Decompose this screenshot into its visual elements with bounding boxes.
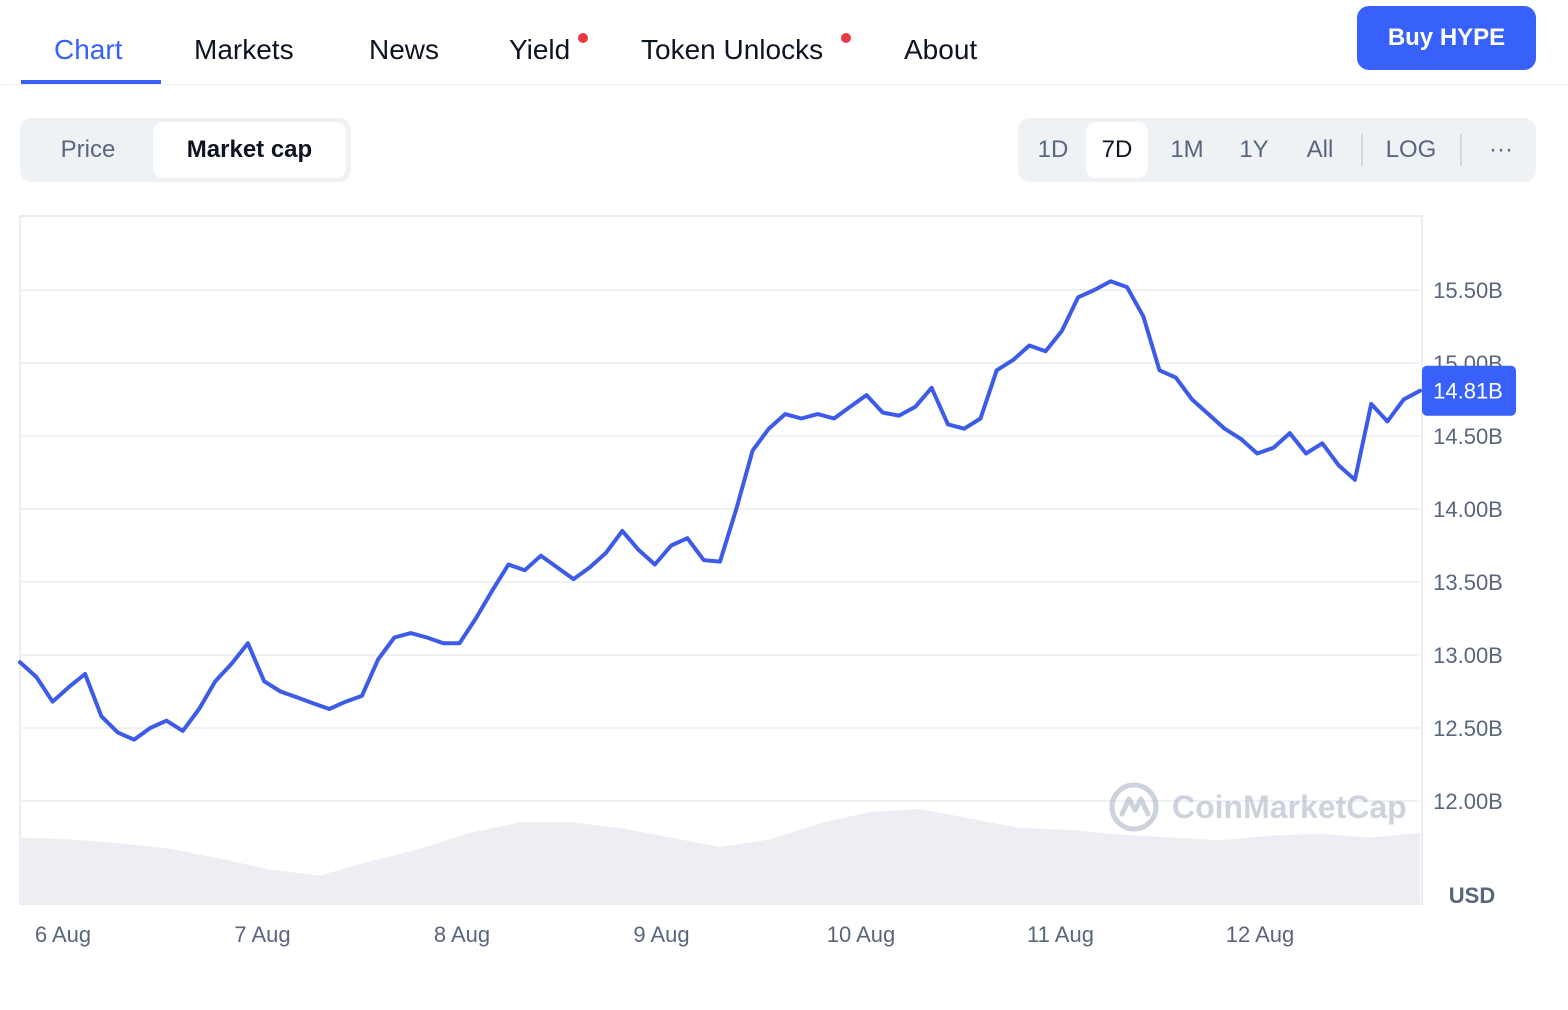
nav-tab-label: Token Unlocks bbox=[641, 34, 824, 65]
x-tick-label: 6 Aug bbox=[35, 922, 91, 947]
current-value-label: 14.81B bbox=[1433, 379, 1503, 404]
current-value-tag: 14.81B bbox=[1422, 365, 1516, 416]
nav-divider bbox=[0, 84, 1568, 85]
nav-tab-label: Yield bbox=[509, 34, 571, 65]
log-scale-label: LOG bbox=[1385, 136, 1437, 163]
more-options-button[interactable]: ··· bbox=[1470, 122, 1532, 178]
x-tick-label: 9 Aug bbox=[633, 922, 689, 947]
x-tick-label: 7 Aug bbox=[234, 922, 290, 947]
range-separator bbox=[1361, 134, 1363, 166]
range-7d[interactable]: 7D bbox=[1086, 122, 1148, 178]
nav-tab-news[interactable]: News bbox=[369, 30, 439, 70]
nav-tab-about[interactable]: About bbox=[904, 30, 977, 70]
x-tick-label: 8 Aug bbox=[434, 922, 490, 947]
log-scale-toggle[interactable]: LOG bbox=[1371, 122, 1451, 178]
range-1d[interactable]: 1D bbox=[1022, 122, 1084, 178]
range-1m[interactable]: 1M bbox=[1155, 122, 1219, 178]
range-separator bbox=[1460, 134, 1462, 166]
range-label: 1D bbox=[1037, 136, 1069, 163]
market-cap-chart: CoinMarketCap 12.00B 12.50B 13.00B 13.50B 14… bbox=[18, 215, 1516, 947]
range-label: 1Y bbox=[1239, 136, 1269, 163]
watermark-text: CoinMarketCap bbox=[1172, 789, 1407, 825]
buy-hype-label: Buy HYPE bbox=[1387, 24, 1506, 51]
buy-hype-button[interactable]: Buy HYPE bbox=[1357, 6, 1536, 70]
market-cap-line bbox=[18, 279, 1422, 742]
y-tick-label: 12.00B bbox=[1433, 789, 1503, 814]
yield-notification-dot bbox=[578, 33, 588, 43]
range-label: 1M bbox=[1170, 136, 1204, 163]
more-options-icon: ··· bbox=[1489, 136, 1513, 163]
chart-type-toggle: Price Market cap bbox=[20, 118, 351, 182]
nav-tab-label: Chart bbox=[54, 34, 123, 65]
y-unit-label: USD bbox=[1449, 883, 1495, 908]
x-tick-label: 11 Aug bbox=[1027, 922, 1094, 947]
toggle-market-cap[interactable]: Market cap bbox=[153, 122, 346, 178]
range-all[interactable]: All bbox=[1289, 122, 1351, 178]
nav-tab-label: About bbox=[904, 34, 978, 65]
nav-tab-chart[interactable]: Chart bbox=[54, 30, 122, 70]
range-label: 7D bbox=[1101, 136, 1133, 163]
y-tick-label: 13.50B bbox=[1433, 570, 1503, 595]
toggle-price[interactable]: Price bbox=[24, 122, 152, 178]
y-tick-label: 13.00B bbox=[1433, 643, 1503, 668]
y-tick-label: 15.50B bbox=[1433, 278, 1503, 303]
nav-tab-label: News bbox=[369, 34, 440, 65]
nav-active-underline bbox=[21, 80, 161, 84]
toggle-price-label: Price bbox=[60, 136, 116, 163]
nav-tab-token-unlocks[interactable]: Token Unlocks bbox=[641, 30, 823, 70]
coinmarketcap-logo-icon bbox=[1109, 782, 1159, 832]
nav-tab-label: Markets bbox=[194, 34, 294, 65]
y-tick-label: 12.50B bbox=[1433, 716, 1503, 741]
range-label: All bbox=[1306, 136, 1334, 163]
time-range-selector: 1D 7D 1M 1Y All LOG ··· bbox=[1018, 118, 1536, 182]
x-tick-label: 12 Aug bbox=[1226, 922, 1295, 947]
y-tick-label: 14.50B bbox=[1433, 424, 1503, 449]
volume-area bbox=[20, 809, 1420, 904]
nav-tab-markets[interactable]: Markets bbox=[194, 30, 294, 70]
range-1y[interactable]: 1Y bbox=[1223, 122, 1285, 178]
y-tick-label: 14.00B bbox=[1433, 497, 1503, 522]
token-unlocks-notification-dot bbox=[841, 33, 851, 43]
x-tick-label: 10 Aug bbox=[827, 922, 896, 947]
toggle-market-cap-label: Market cap bbox=[186, 136, 313, 163]
coinmarketcap-watermark: CoinMarketCap bbox=[1109, 782, 1407, 832]
nav-tab-yield[interactable]: Yield bbox=[509, 30, 570, 70]
